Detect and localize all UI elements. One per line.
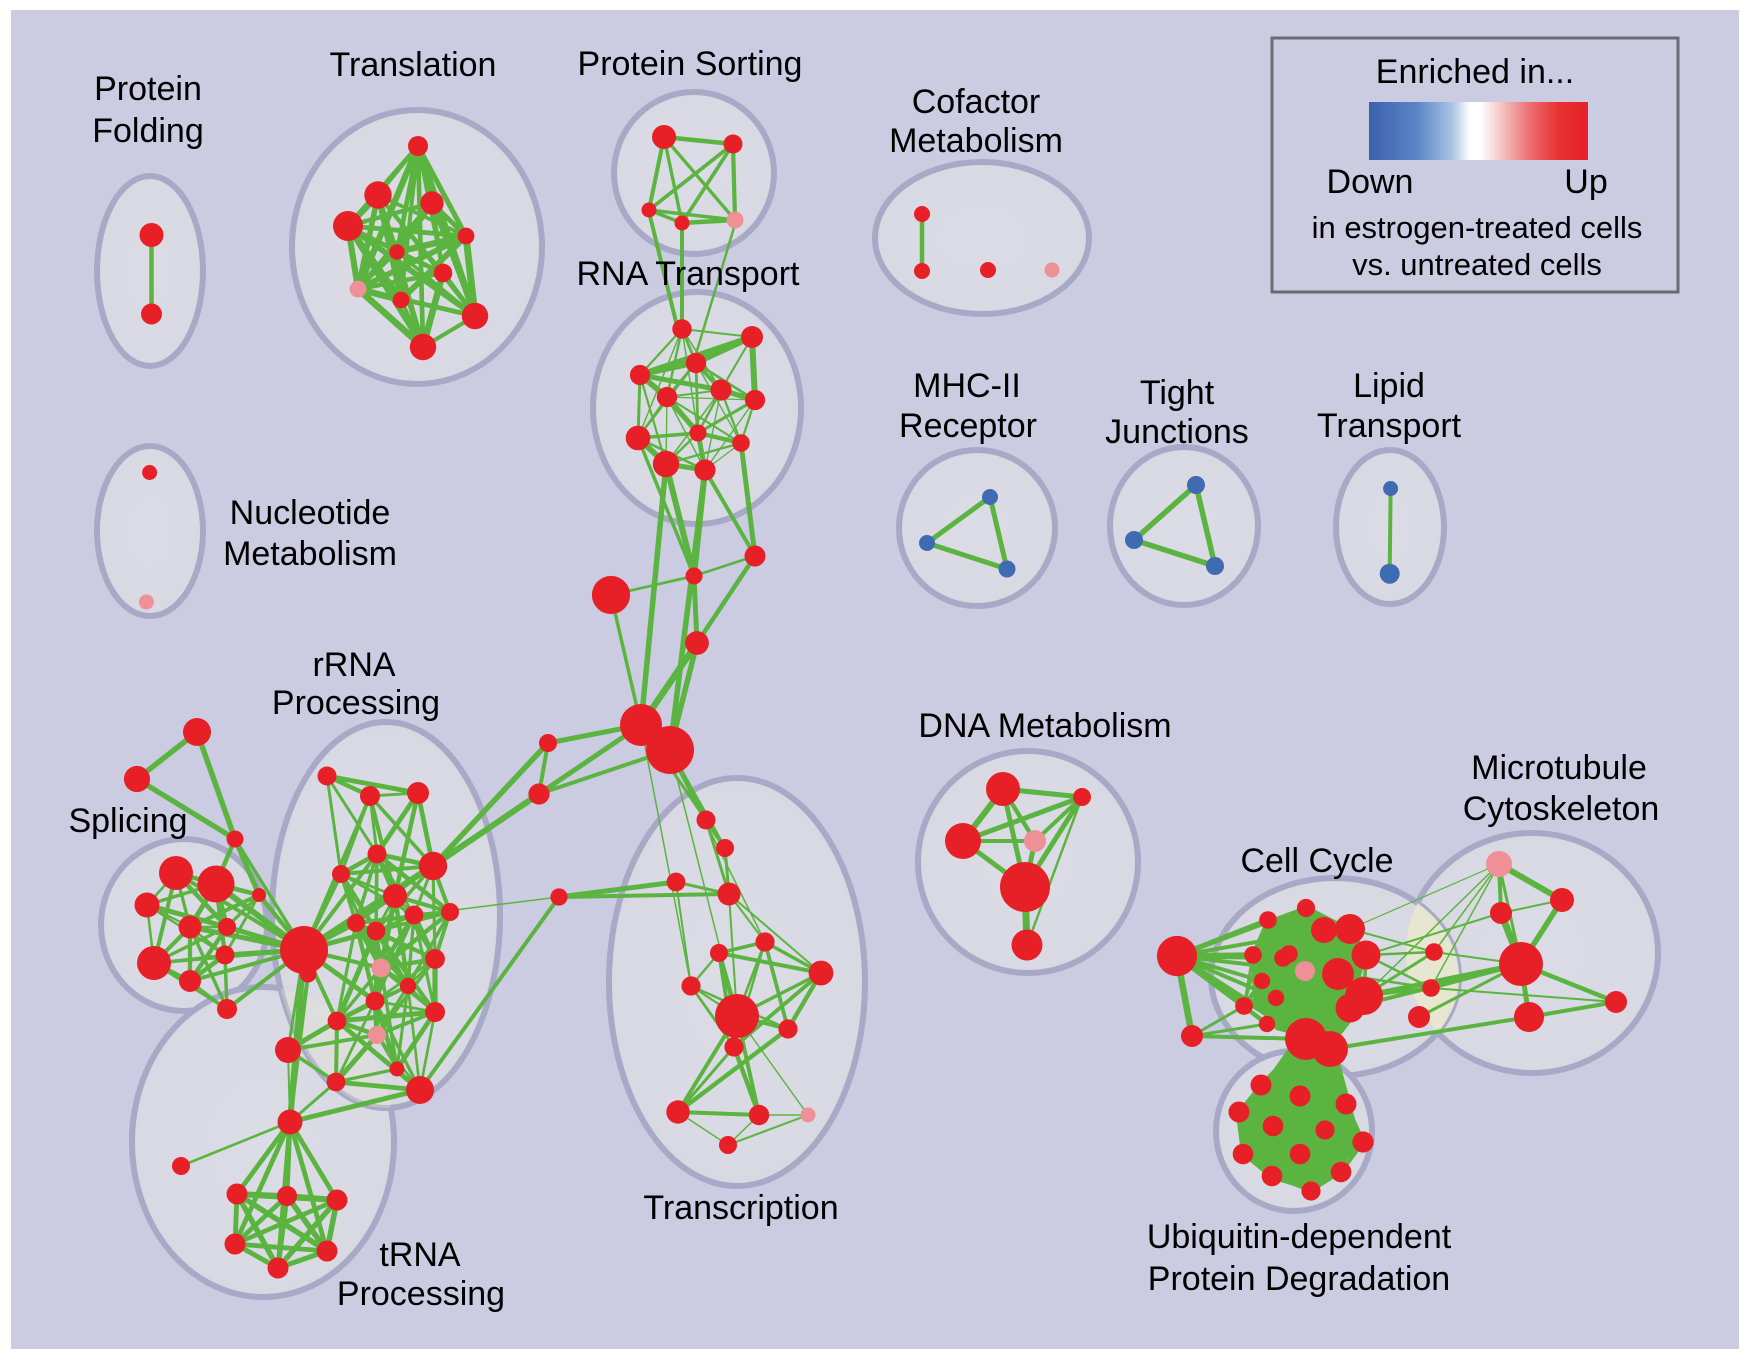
svg-text:Metabolism: Metabolism — [889, 122, 1063, 160]
svg-text:tRNA: tRNA — [379, 1236, 461, 1274]
svg-text:Nucleotide: Nucleotide — [230, 494, 391, 532]
svg-text:Cofactor: Cofactor — [912, 83, 1041, 121]
svg-text:Transport: Transport — [1317, 407, 1462, 445]
svg-text:MHC-II: MHC-II — [913, 367, 1021, 405]
svg-text:Protein: Protein — [94, 70, 202, 108]
svg-text:RNA Transport: RNA Transport — [577, 255, 801, 293]
svg-text:Microtubule: Microtubule — [1471, 749, 1647, 787]
svg-text:Enriched in...: Enriched in... — [1376, 53, 1574, 91]
svg-text:Processing: Processing — [337, 1275, 505, 1313]
svg-text:DNA Metabolism: DNA Metabolism — [918, 707, 1171, 745]
svg-text:Splicing: Splicing — [68, 802, 187, 840]
svg-text:Ubiquitin-dependent: Ubiquitin-dependent — [1147, 1218, 1452, 1256]
svg-text:Processing: Processing — [272, 684, 440, 722]
svg-text:Protein Sorting: Protein Sorting — [578, 45, 803, 83]
svg-text:vs. untreated cells: vs. untreated cells — [1352, 247, 1602, 282]
svg-text:Lipid: Lipid — [1353, 367, 1425, 405]
svg-text:rRNA: rRNA — [312, 646, 395, 684]
svg-text:Translation: Translation — [330, 46, 497, 84]
svg-text:Protein Degradation: Protein Degradation — [1148, 1260, 1450, 1298]
svg-text:Metabolism: Metabolism — [223, 535, 397, 573]
svg-text:Tight: Tight — [1140, 374, 1215, 412]
svg-text:Down: Down — [1327, 163, 1414, 201]
svg-text:Up: Up — [1564, 163, 1607, 201]
svg-text:Cell Cycle: Cell Cycle — [1240, 842, 1393, 880]
svg-text:Cytoskeleton: Cytoskeleton — [1463, 790, 1660, 828]
svg-text:Transcription: Transcription — [643, 1189, 838, 1227]
svg-text:Junctions: Junctions — [1105, 413, 1249, 451]
svg-text:Folding: Folding — [92, 112, 204, 150]
svg-text:Receptor: Receptor — [899, 407, 1037, 445]
svg-text:in estrogen-treated cells: in estrogen-treated cells — [1312, 210, 1643, 245]
